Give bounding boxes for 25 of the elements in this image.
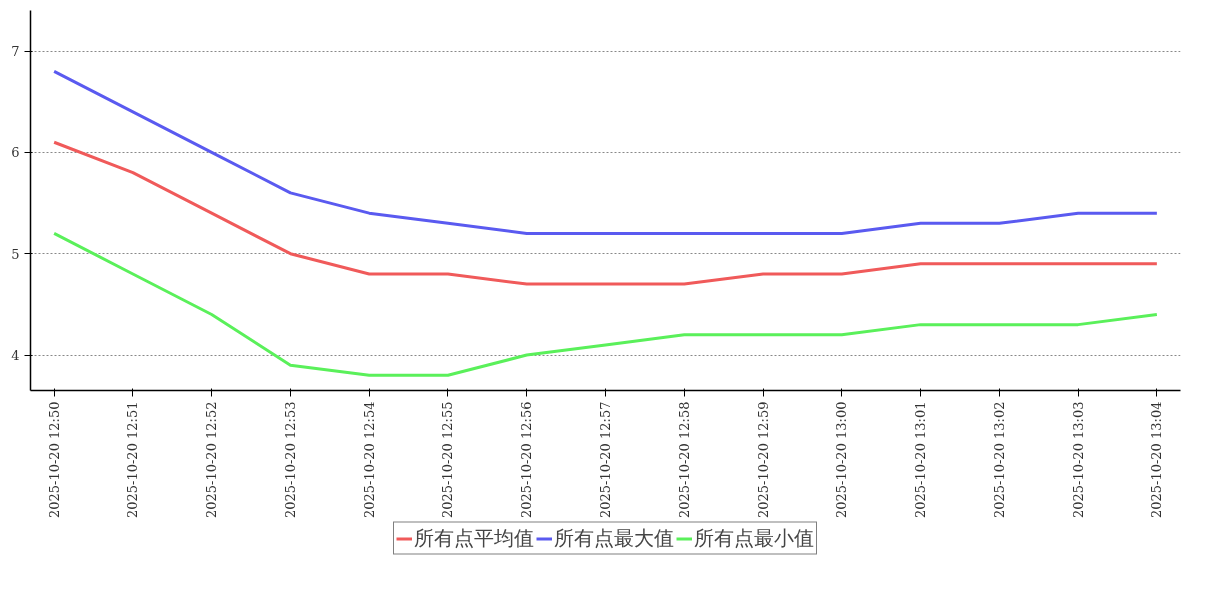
x-tick-label: 2025-10-20 12:54 — [361, 401, 377, 519]
x-tick-label: 2025-10-20 13:01 — [913, 401, 929, 519]
x-tick-label: 2025-10-20 12:50 — [46, 401, 62, 519]
x-tick-label: 2025-10-20 13:04 — [1149, 401, 1165, 519]
line-series — [52, 140, 1159, 286]
x-tick-label: 2025-10-20 12:51 — [125, 401, 141, 519]
x-tick-label: 2025-10-20 13:02 — [991, 401, 1007, 519]
x-tick-label: 2025-10-20 12:55 — [440, 401, 456, 519]
x-tick-label: 2025-10-20 12:57 — [598, 401, 613, 519]
legend-label: 所有点平均值 — [414, 524, 534, 552]
legend-label: 所有点最小值 — [694, 524, 814, 552]
x-tick-label: 2025-10-20 12:58 — [676, 401, 692, 519]
x-tick-label: 2025-10-20 13:00 — [834, 401, 850, 519]
y-tick-label: 4 — [11, 348, 20, 364]
x-tick-label: 2025-10-20 12:56 — [519, 401, 535, 519]
y-tick-label: 6 — [11, 145, 20, 161]
y-tick-label: 5 — [11, 246, 20, 262]
x-tick-label: 2025-10-20 13:03 — [1070, 401, 1086, 519]
line-series — [52, 69, 1159, 235]
y-tick-label: 7 — [11, 44, 20, 60]
legend-label: 所有点最大值 — [554, 524, 674, 552]
x-tick-label: 2025-10-20 12:59 — [755, 401, 771, 519]
x-tick-label: 2025-10-20 12:52 — [204, 401, 220, 519]
x-tick-label: 2025-10-20 12:53 — [282, 401, 298, 519]
line-series — [52, 231, 1159, 377]
